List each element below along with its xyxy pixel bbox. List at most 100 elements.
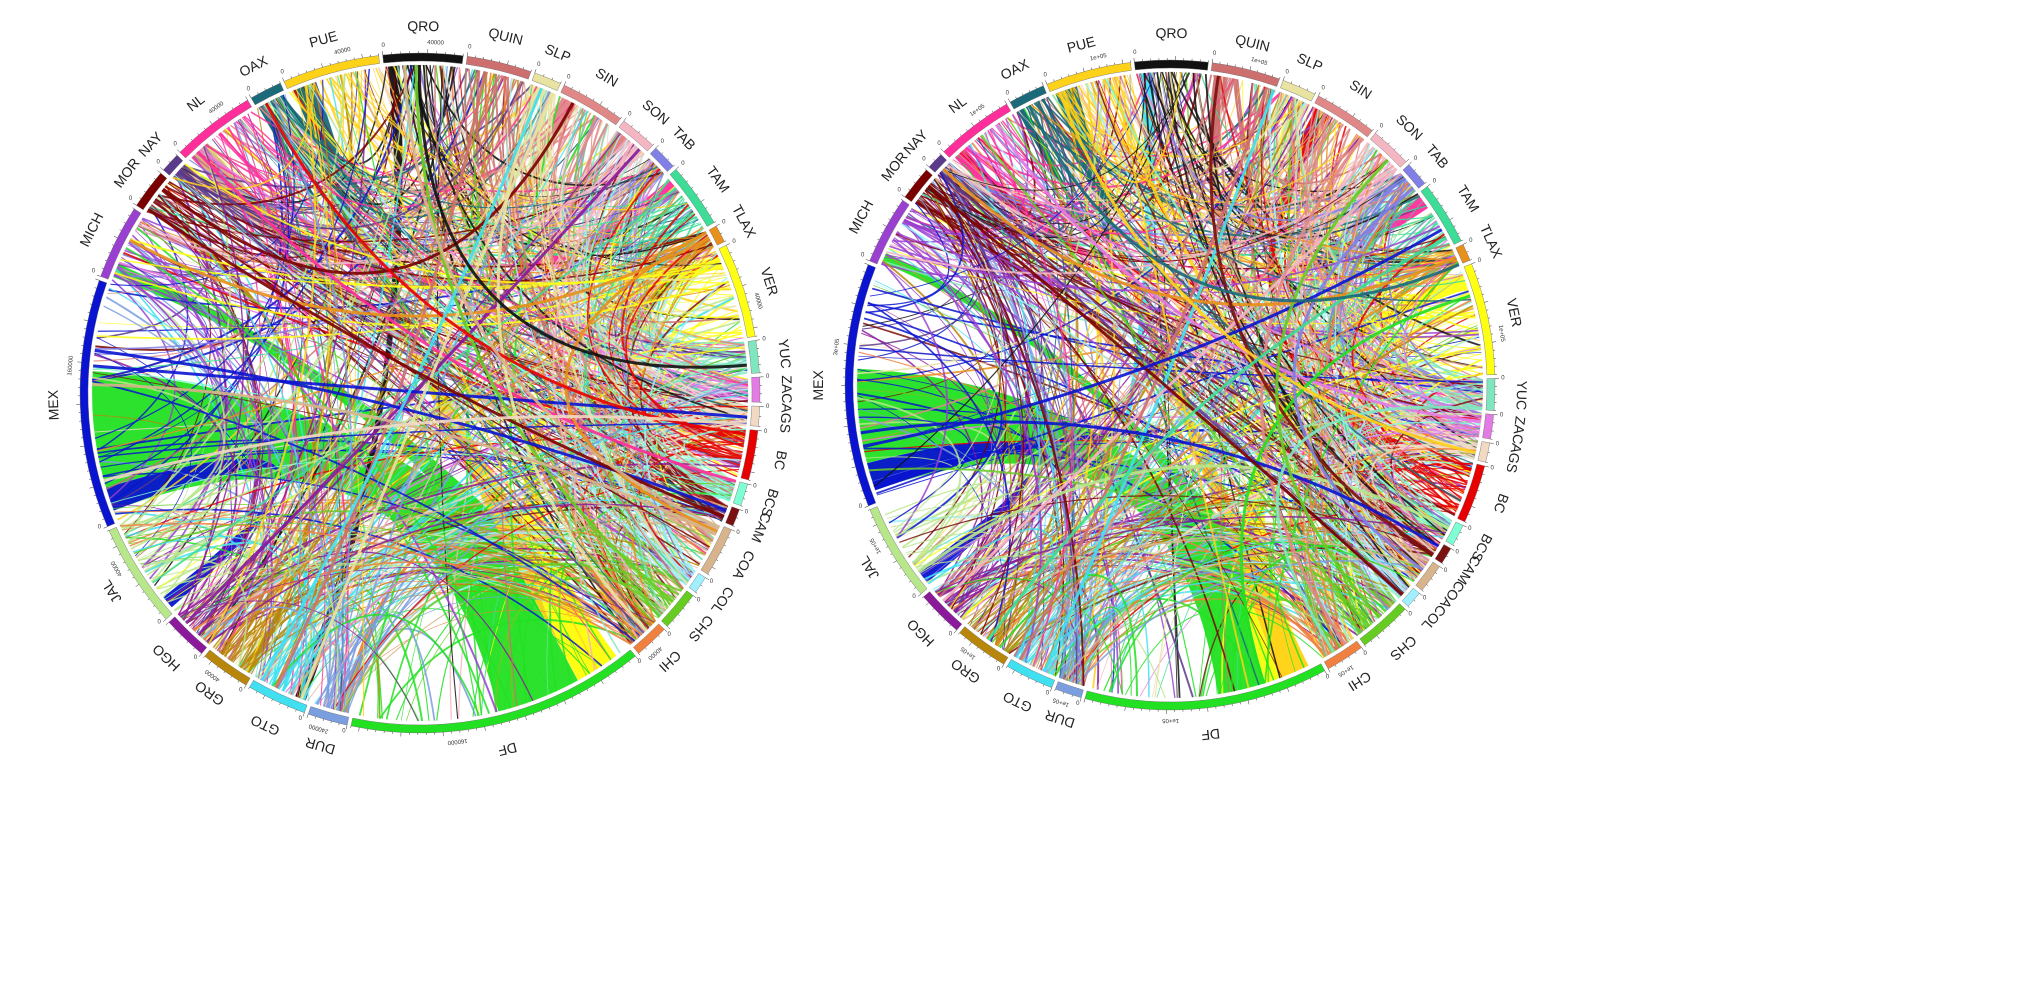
axis-tick [1124,706,1126,711]
axis-tick [755,339,760,341]
tick-label-zero: 0 [1468,526,1472,532]
chord-link [110,453,734,504]
chord-link [104,103,290,485]
tick-label-zero: 0 [1478,258,1482,264]
chord-link [1148,72,1406,221]
tick-label: 1e+05 [1336,663,1354,677]
chord-link [1051,94,1484,381]
chord-link [92,64,413,381]
axis-tick [101,267,104,269]
axis-tick [1041,81,1044,86]
axis-tick [888,218,891,220]
axis-tick [1054,689,1056,692]
tick-label-zero: 0 [861,253,865,259]
segment-arc-chs [661,590,694,627]
axis-tick [148,184,151,186]
axis-tick [901,194,906,198]
segment-label-nay: NAY [135,128,166,160]
axis-tick [279,702,281,705]
chord-link [1220,87,1270,693]
axis-tick [865,259,870,262]
chord-link [180,69,478,209]
axis-tick [1388,625,1391,628]
chord-link [1058,91,1476,454]
axis-tick [1247,700,1250,705]
chord-link [928,184,1025,635]
axis-tick [96,502,99,505]
segment-arc-ver [1463,263,1496,376]
axis-tick [1466,251,1469,253]
axis-tick [515,64,517,67]
axis-tick [157,170,161,174]
axis-tick [1027,677,1030,680]
axis-tick [113,235,118,239]
chord-link [913,79,1105,567]
chord-link [858,416,971,524]
tick-label-zero: 0 [859,504,863,510]
axis-tick [882,539,885,541]
axis-tick [1345,110,1348,113]
axis-tick [726,243,730,246]
chord-link [873,72,1190,488]
chord-link [568,360,747,654]
axis-tick [1334,664,1337,667]
chord-link [379,619,636,720]
chord-link [1034,101,1462,502]
axis-tick [747,483,752,486]
axis-tick [953,629,957,634]
chord-link [946,163,1393,222]
axis-tick [1446,555,1449,558]
axis-tick [248,94,252,99]
chord-link [1160,72,1416,244]
segment-label-jal: JAL [856,553,882,582]
tick-label-zero: 0 [1326,674,1330,680]
axis-tick [585,94,588,97]
chord-link [927,185,1236,692]
axis-tick [208,661,212,665]
chord-link [132,535,308,699]
axis-tick [1427,183,1431,187]
chord-link [523,81,720,529]
segment-label-mex: MEX [45,389,62,421]
axis-tick [1020,674,1022,677]
segment-label-zac: ZAC [779,375,795,403]
segment-arc-pue [1046,62,1132,92]
axis-tick [1462,242,1467,245]
segment-arc-tlax [708,225,725,246]
segment-label-tam: TAM [703,163,733,195]
tick-label-zero: 0 [92,268,96,274]
tick-label-zero: 0 [247,86,251,92]
axis-tick [1063,692,1065,695]
axis-tick [243,685,247,689]
axis-tick [216,666,219,669]
chord-link [192,551,534,702]
axis-tick [1290,81,1293,84]
chord-link [857,397,962,564]
chord-link [262,96,562,226]
axis-tick [578,90,581,93]
axis-tick [686,180,689,183]
chord-links [856,71,1484,699]
axis-tick [509,721,511,724]
chord-link [960,96,1294,235]
segment-arc-qro [1134,59,1209,71]
segment-label-ags: AGS [1503,442,1525,474]
chord-link [1124,608,1324,696]
segment-arc-nl [179,99,252,159]
segment-label-mor: MOR [878,149,911,185]
axis-tick [1318,92,1321,96]
chord-link [494,576,674,713]
segment-arc-oax [1009,85,1047,110]
axis-tick [1294,684,1297,687]
tick-label-zero: 0 [745,510,749,516]
axis-tick [1468,513,1471,516]
axis-tick [132,207,135,210]
chord-link [933,178,1085,686]
segment-label-pue: PUE [1065,33,1097,56]
tick-label: 1e+05 [869,536,883,554]
axis-tick [855,294,858,297]
axis-tick [1348,656,1350,659]
tick-label: 1e+05 [1497,325,1506,343]
tick-label-zero: 0 [1501,376,1505,382]
